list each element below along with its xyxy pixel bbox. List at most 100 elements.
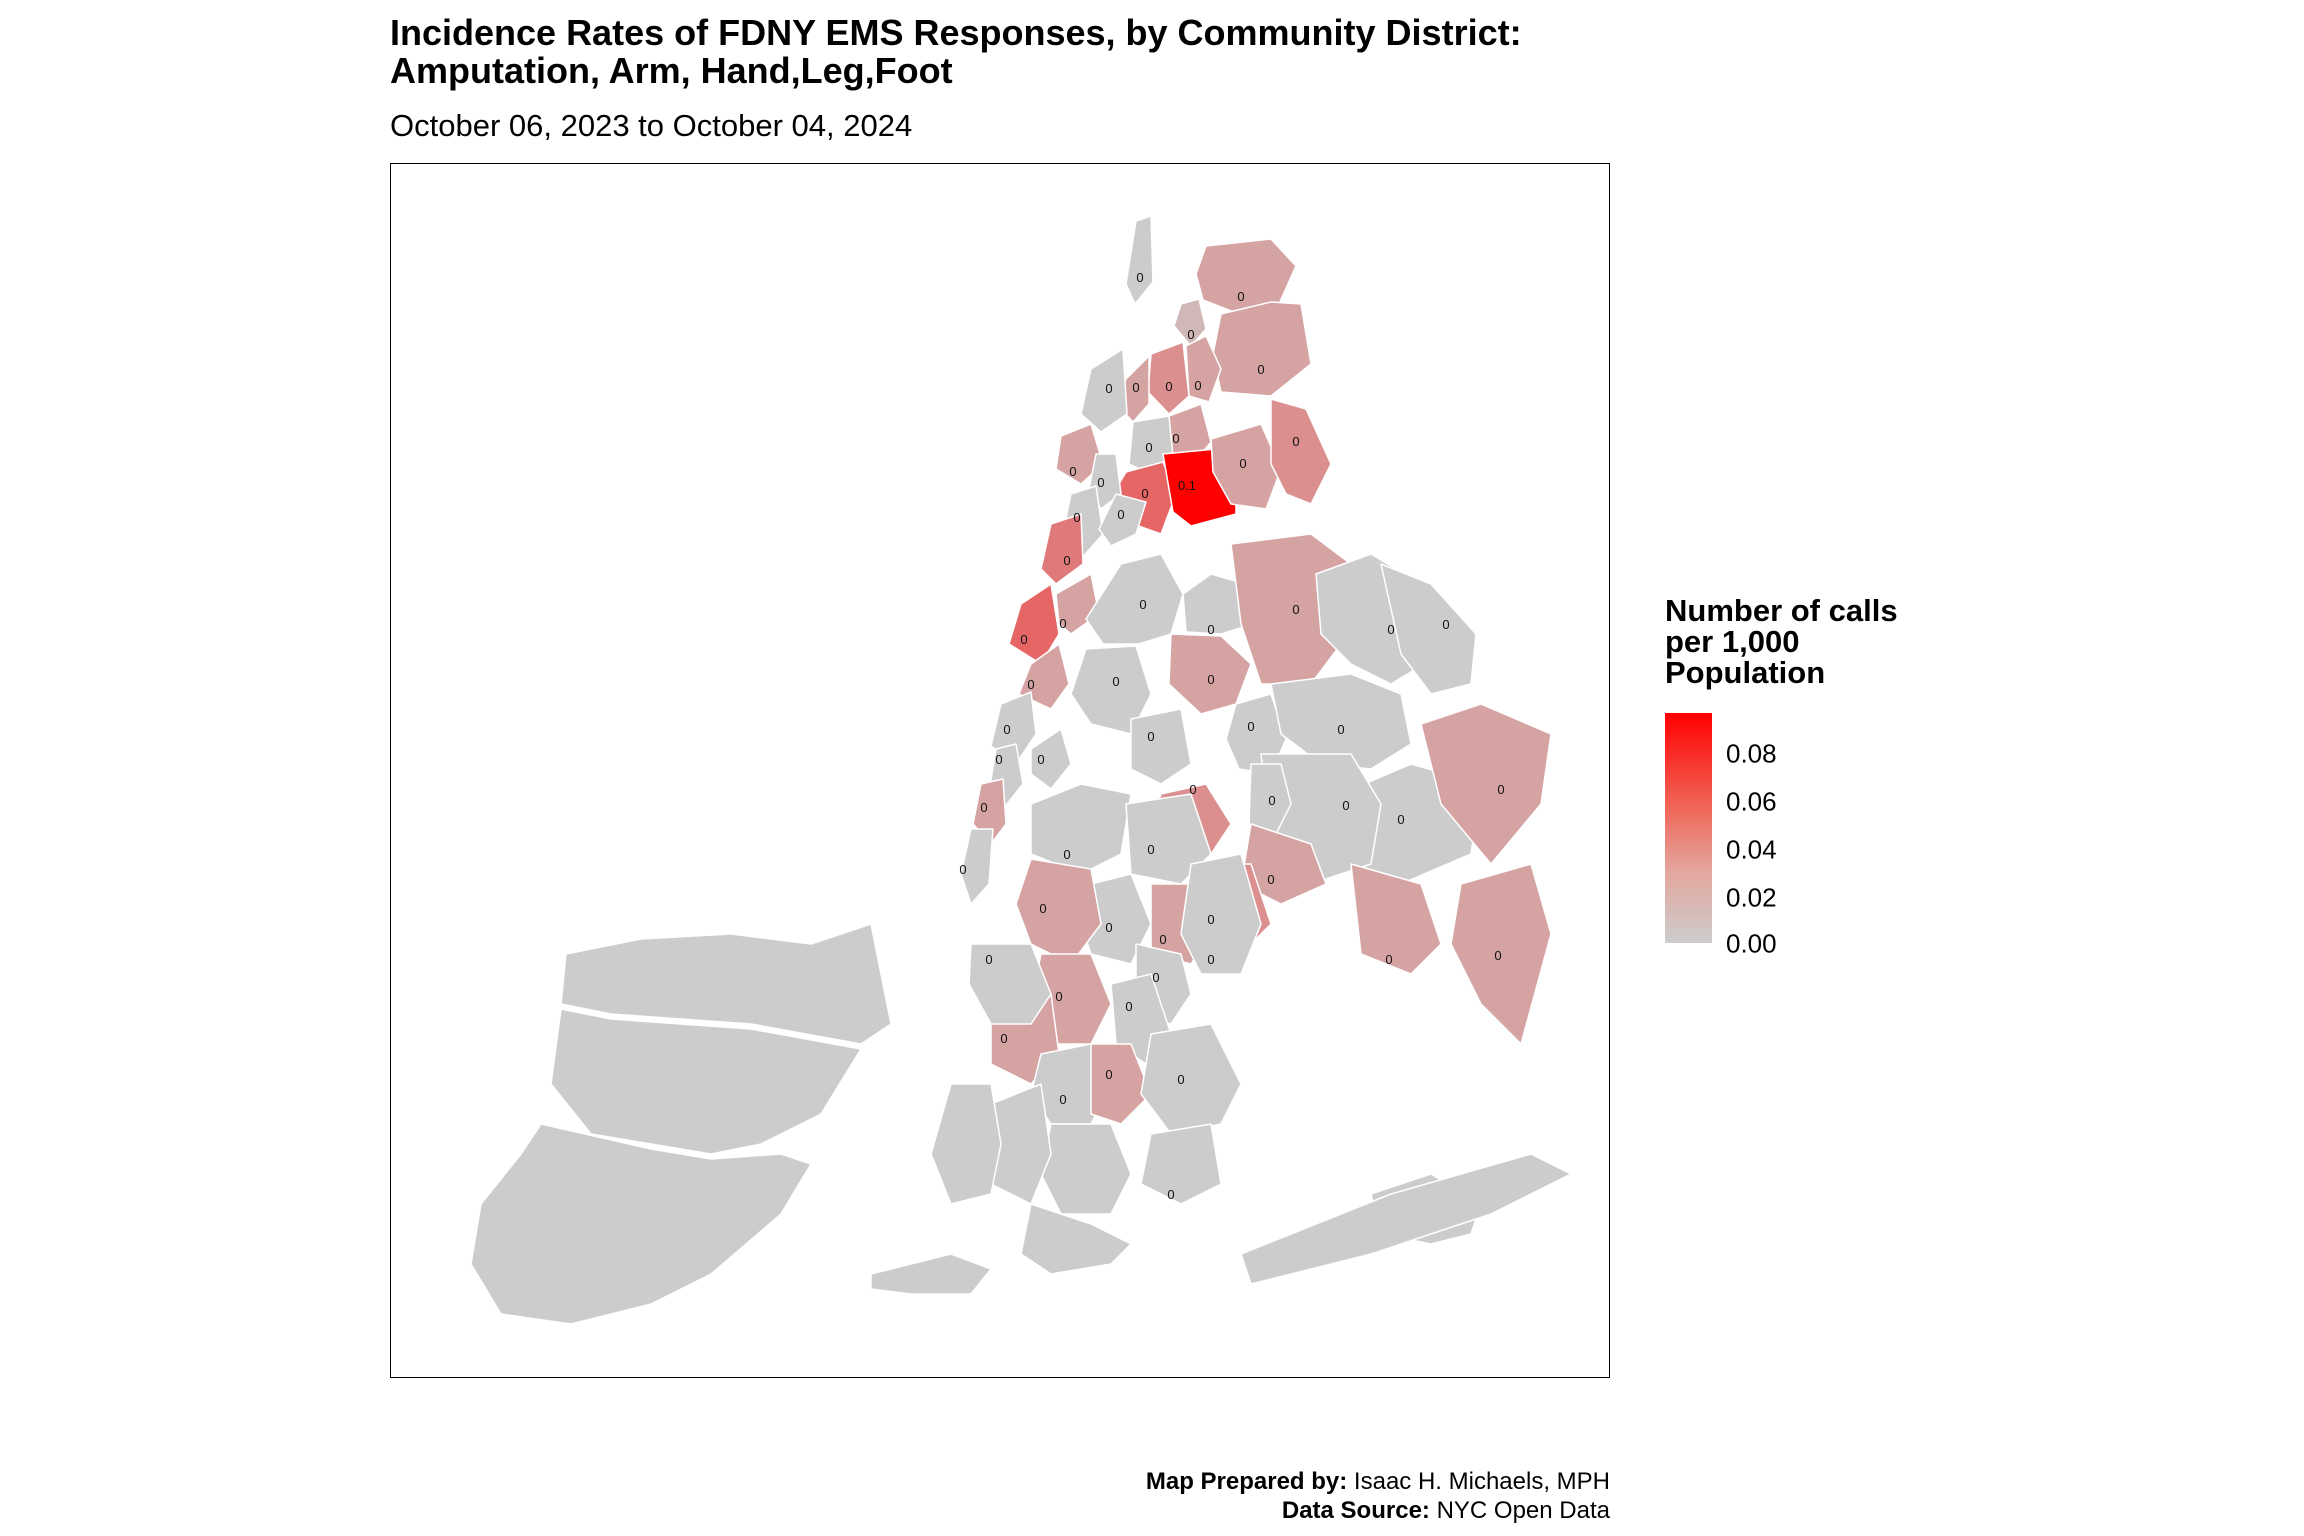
district-rate-label: 0: [1105, 920, 1112, 935]
district-rate-label: 0: [1063, 553, 1070, 568]
community-district-25: [972, 778, 1007, 845]
legend-tick: [1712, 801, 1720, 803]
district-rate-label: 0: [1247, 719, 1254, 734]
community-district-60: [1140, 1023, 1242, 1135]
district-rate-label: 0: [1069, 464, 1076, 479]
district-rate-label: 0: [1257, 362, 1264, 377]
district-rate-label: 0: [1268, 793, 1275, 808]
district-rate-label: 0: [1117, 507, 1124, 522]
district-rate-label: 0: [1097, 475, 1104, 490]
community-district-14: [1270, 398, 1332, 505]
legend-title: Number of calls per 1,000 Population: [1665, 593, 1898, 690]
district-rate-label: 0: [1039, 901, 1046, 916]
community-district-36: [1270, 673, 1412, 770]
community-district-4: [1212, 301, 1312, 397]
credit-data-source: Data Source: NYC Open Data: [1282, 1497, 1610, 1525]
district-rate-label: 0: [1055, 989, 1062, 1004]
district-rate-label: 0: [1387, 622, 1394, 637]
district-rate-label: 0: [1000, 1031, 1007, 1046]
community-district-61: [1140, 1123, 1222, 1205]
credit-prepared-label: Map Prepared by:: [1145, 1468, 1348, 1495]
community-district-42: [1248, 763, 1292, 835]
district-rate-label: 0: [1397, 812, 1404, 827]
district-rate-label: 0: [1125, 999, 1132, 1014]
community-district-35: [1380, 563, 1477, 695]
district-rate-label: 0: [1342, 798, 1349, 813]
district-rate-label: 0: [980, 800, 987, 815]
community-district-69: [560, 923, 892, 1045]
district-rate-label: 0: [1145, 440, 1152, 455]
district-rate-label: 0: [1207, 912, 1214, 927]
credit-prepared-by: Map Prepared by: Isaac H. Michaels, MPH: [1146, 1468, 1610, 1496]
legend-tick: [1712, 941, 1720, 943]
district-rate-label: 0: [1112, 674, 1119, 689]
district-rate-label: 0: [1059, 616, 1066, 631]
district-rate-label: 0: [1037, 752, 1044, 767]
credit-source-value: NYC Open Data: [1429, 1497, 1610, 1524]
district-rate-label: 0: [1132, 380, 1139, 395]
legend-tick: [1712, 753, 1720, 755]
district-rate-label: 0: [1207, 622, 1214, 637]
community-district-20: [1008, 583, 1060, 665]
community-district-64: [1020, 1203, 1132, 1275]
district-rate-label: 0: [959, 862, 966, 877]
district-rate-label: 0: [1189, 782, 1196, 797]
legend-label-0.06: 0.06: [1726, 786, 1777, 817]
district-rate-label: 0: [1105, 1067, 1112, 1082]
legend-colorbar: [1665, 713, 1712, 943]
map-panel: 0 0 0 0 0 0 0 0 0 0 0 0.1 0 0 0 0 0 0 0 0 0 0 0 0 0 0 0 0 0 0 0 0 0 0 0 0 0 0…: [390, 163, 1610, 1378]
community-district-1: [1125, 215, 1154, 305]
district-rate-label: 0: [1027, 677, 1034, 692]
district-rate-label: 0: [1165, 379, 1172, 394]
legend-label-0.02: 0.02: [1726, 882, 1777, 913]
district-rate-label: 0: [1167, 1187, 1174, 1202]
map-subtitle: October 06, 2023 to October 04, 2024: [390, 108, 913, 143]
community-district-28: [1085, 553, 1184, 645]
district-rate-label: 0: [1059, 1092, 1066, 1107]
community-district-13: [1210, 423, 1282, 510]
district-rate-label: 0: [1207, 672, 1214, 687]
district-rate-label: 0: [1020, 632, 1027, 647]
community-district-26: [1030, 728, 1072, 790]
credit-source-label: Data Source:: [1281, 1497, 1430, 1524]
district-rate-label: 0: [1063, 847, 1070, 862]
community-district-39: [1450, 863, 1552, 1045]
community-district-46: [1130, 708, 1192, 785]
legend-tick: [1712, 849, 1720, 851]
district-rate-label: 0: [985, 952, 992, 967]
district-rate-label: 0: [1442, 617, 1449, 632]
community-district-47: [1030, 783, 1132, 875]
district-rate-label: 0: [1003, 722, 1010, 737]
district-rate-label: 0: [1194, 378, 1201, 393]
community-district-62: [1040, 1123, 1132, 1215]
district-rate-label: 0: [1207, 952, 1214, 967]
community-district-52: [1180, 853, 1262, 975]
community-district-41: [1350, 863, 1442, 975]
district-rate-label: 0: [1136, 270, 1143, 285]
district-rate-label: 0: [1292, 434, 1299, 449]
district-rate-label: 0: [1139, 597, 1146, 612]
district-rate-label: 0: [1177, 1072, 1184, 1087]
district-rate-label: 0.1: [1178, 478, 1196, 493]
district-rate-label: 0: [1159, 932, 1166, 947]
district-rate-label: 0: [1239, 456, 1246, 471]
community-district-3: [1173, 298, 1207, 347]
community-district-65: [930, 1083, 1002, 1205]
district-rate-label: 0: [1337, 722, 1344, 737]
district-rate-label: 0: [1267, 872, 1274, 887]
district-rate-label: 0: [1497, 782, 1504, 797]
district-rate-label: 0: [1147, 729, 1154, 744]
community-district-59: [1090, 1043, 1152, 1125]
legend-tick: [1712, 897, 1720, 899]
community-district-6: [1147, 341, 1190, 415]
map-title: Incidence Rates of FDNY EMS Responses, b…: [390, 12, 1522, 91]
community-district-71: [470, 1123, 812, 1325]
legend-label-0.04: 0.04: [1726, 834, 1777, 865]
community-district-18: [1040, 513, 1084, 585]
legend-label-0.08: 0.08: [1726, 738, 1777, 769]
community-district-57: [968, 943, 1052, 1025]
district-rate-label: 0: [1292, 602, 1299, 617]
district-rate-label: 0: [995, 752, 1002, 767]
district-rate-label: 0: [1105, 381, 1112, 396]
nyc-choropleth-map: 0 0 0 0 0 0 0 0 0 0 0 0.1 0 0 0 0 0 0 0 0 0 0 0 0 0 0 0 0 0 0 0 0 0 0 0 0 0 0…: [470, 215, 1572, 1325]
